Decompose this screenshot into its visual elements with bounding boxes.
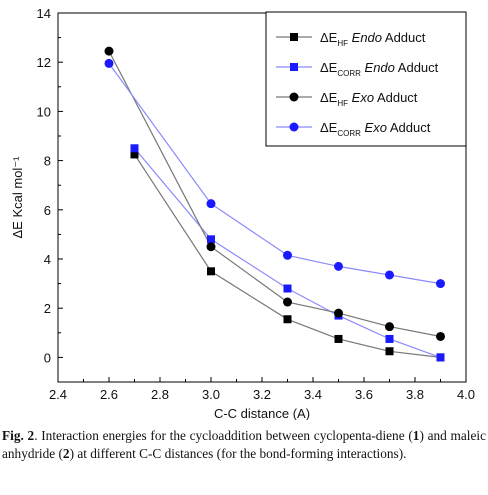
x-tick-label: 3.6 bbox=[355, 387, 373, 402]
data-point-square bbox=[283, 284, 292, 293]
legend-marker-square bbox=[290, 33, 298, 41]
legend-subscript: CORR bbox=[337, 129, 361, 138]
y-tick-label: 14 bbox=[37, 6, 51, 21]
data-point-circle bbox=[206, 242, 216, 252]
y-axis-label: ΔE Kcal mol⁻¹ bbox=[10, 156, 25, 239]
legend-subscript: CORR bbox=[337, 69, 361, 78]
series-lines bbox=[108, 50, 441, 358]
data-point-circle bbox=[334, 308, 343, 318]
data-point-square bbox=[385, 334, 394, 343]
legend-suffix: Adduct bbox=[387, 120, 431, 135]
y-tick-label: 2 bbox=[44, 301, 51, 316]
legend-box bbox=[265, 11, 467, 147]
x-tick-label: 3.2 bbox=[253, 387, 271, 402]
x-tick-label: 2.4 bbox=[49, 387, 67, 402]
caption-compound-1: 1 bbox=[412, 428, 420, 443]
caption-label: Fig. 2 bbox=[2, 428, 35, 443]
x-tick-label: 2.6 bbox=[100, 387, 118, 402]
legend-italic: Exo bbox=[348, 90, 374, 105]
legend-entry-label: ΔEHF Exo Adduct bbox=[320, 90, 418, 108]
legend-subscript: HF bbox=[337, 39, 348, 48]
x-tick-label: 2.8 bbox=[151, 387, 169, 402]
x-tick-label: 4.0 bbox=[457, 387, 475, 402]
legend-entry-label: ΔECORR Endo Adduct bbox=[320, 60, 439, 78]
series-markers bbox=[104, 46, 445, 362]
series-line bbox=[108, 63, 441, 285]
legend-delta: ΔE bbox=[320, 120, 338, 135]
x-tick-label: 3.4 bbox=[304, 387, 322, 402]
x-tick-label: 3.8 bbox=[406, 387, 424, 402]
x-tick-label: 3.0 bbox=[202, 387, 220, 402]
legend-suffix: Adduct bbox=[382, 30, 426, 45]
data-point-circle bbox=[385, 322, 394, 332]
legend-delta: ΔE bbox=[320, 60, 338, 75]
caption-text-1: . Interaction energies for the cycloaddi… bbox=[34, 428, 413, 443]
y-tick-label: 0 bbox=[44, 350, 51, 365]
legend-subscript: HF bbox=[337, 99, 348, 108]
data-point-circle bbox=[283, 297, 292, 307]
series-line bbox=[134, 147, 441, 358]
data-point-square bbox=[385, 347, 394, 356]
y-tick-label: 8 bbox=[44, 154, 51, 169]
line-chart: 2.4 2.6 2.8 3.0 3.2 3.4 3.6 3.8 4.0 0 2 4 6 8 10 12 14 C-… bbox=[10, 6, 475, 420]
series-line bbox=[133, 154, 441, 358]
figure-caption: Fig. 2. Interaction energies for the cyc… bbox=[2, 427, 486, 462]
data-point-circle bbox=[385, 270, 394, 280]
series-line bbox=[108, 50, 441, 338]
y-tick-label: 12 bbox=[37, 55, 51, 70]
y-tick-label: 4 bbox=[44, 252, 51, 267]
legend-delta: ΔE bbox=[320, 30, 338, 45]
caption-text-2: ) and maleic anhydride ( bbox=[2, 428, 486, 461]
legend-suffix: Adduct bbox=[395, 60, 439, 75]
legend-entry-label: ΔEHF Endo Adduct bbox=[320, 30, 426, 48]
data-point-square bbox=[436, 353, 445, 362]
data-point-circle bbox=[206, 199, 216, 209]
data-point-square bbox=[334, 334, 343, 343]
caption-compound-2: 2 bbox=[62, 445, 70, 461]
legend-italic: Endo bbox=[361, 60, 395, 75]
data-point-square bbox=[207, 235, 215, 244]
legend-marker-square bbox=[290, 63, 298, 71]
axes: 2.4 2.6 2.8 3.0 3.2 3.4 3.6 3.8 4.0 0 2 4 6 8 10 12 14 C-… bbox=[10, 6, 475, 420]
data-point-circle bbox=[104, 58, 114, 68]
data-point-square bbox=[207, 267, 215, 276]
legend-marker-circle bbox=[289, 122, 299, 132]
legend-delta: ΔE bbox=[320, 90, 338, 105]
legend-entry-label: ΔECORR Exo Adduct bbox=[320, 120, 431, 138]
y-tick-label: 10 bbox=[37, 104, 51, 119]
x-axis-label: C-C distance (A) bbox=[214, 406, 310, 420]
data-point-square bbox=[130, 144, 139, 153]
caption-text-3: ) at different C-C distances (for the bo… bbox=[69, 445, 407, 461]
data-point-circle bbox=[436, 279, 445, 289]
y-tick-label: 6 bbox=[44, 203, 51, 218]
data-point-circle bbox=[436, 331, 445, 341]
data-point-circle bbox=[104, 46, 114, 56]
legend-italic: Exo bbox=[361, 120, 387, 135]
legend-marker-circle bbox=[289, 92, 299, 102]
legend-suffix: Adduct bbox=[374, 90, 418, 105]
data-point-circle bbox=[283, 250, 292, 260]
legend-italic: Endo bbox=[348, 30, 382, 45]
data-point-circle bbox=[334, 261, 343, 271]
data-point-square bbox=[283, 315, 292, 324]
data-point-square bbox=[130, 150, 139, 159]
